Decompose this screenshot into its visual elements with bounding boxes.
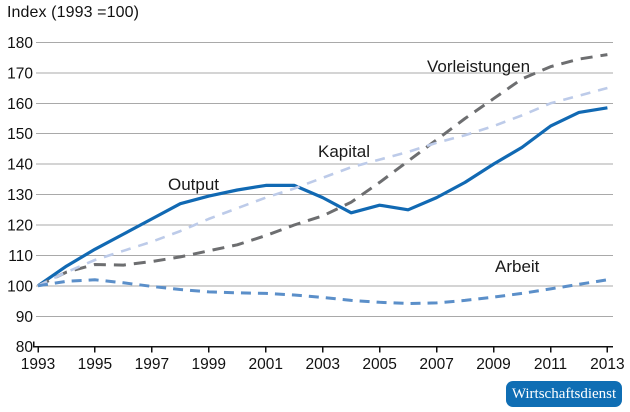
x-tick-label-2007: 2007 bbox=[419, 356, 453, 373]
y-tick-label-140: 140 bbox=[7, 157, 33, 174]
y-tick-label-170: 170 bbox=[7, 65, 33, 82]
y-tick-label-110: 110 bbox=[8, 248, 33, 265]
series-label-output: Output bbox=[168, 175, 219, 194]
y-tick-label-130: 130 bbox=[7, 187, 33, 204]
x-tick-label-1993: 1993 bbox=[21, 356, 55, 373]
wirtschaftsdienst-badge: Wirtschaftsdienst bbox=[506, 381, 622, 407]
x-tick-label-2005: 2005 bbox=[362, 356, 396, 373]
series-line-vorleistungen bbox=[37, 53, 608, 288]
y-tick-label-120: 120 bbox=[7, 218, 33, 235]
y-tick-label-160: 160 bbox=[7, 96, 33, 113]
y-tick-label-180: 180 bbox=[7, 35, 33, 52]
chart-title: Index (1993 =100) bbox=[7, 4, 140, 21]
x-tick-label-1997: 1997 bbox=[135, 356, 169, 373]
x-tick-label-2013: 2013 bbox=[590, 356, 624, 373]
y-tick-label-100: 100 bbox=[7, 278, 33, 295]
y-tick-label-150: 150 bbox=[7, 126, 33, 143]
series-label-vorleistungen: Vorleistungen bbox=[427, 57, 530, 76]
x-tick-label-2003: 2003 bbox=[305, 356, 339, 373]
x-tick-label-1999: 1999 bbox=[192, 356, 226, 373]
series-line-output bbox=[37, 106, 608, 288]
y-tick-label-90: 90 bbox=[16, 309, 34, 326]
series-line-arbeit bbox=[37, 278, 608, 305]
x-tick-label-2001: 2001 bbox=[249, 356, 283, 373]
x-tick-label-1995: 1995 bbox=[78, 356, 112, 373]
series-label-arbeit: Arbeit bbox=[495, 257, 540, 276]
series-label-kapital: Kapital bbox=[318, 142, 370, 161]
wirtschaftsdienst-label: Wirtschaftsdienst bbox=[511, 385, 617, 402]
x-tick-label-2009: 2009 bbox=[476, 356, 510, 373]
x-tick-label-2011: 2011 bbox=[534, 356, 567, 373]
y-tick-label-80: 80 bbox=[16, 339, 34, 356]
